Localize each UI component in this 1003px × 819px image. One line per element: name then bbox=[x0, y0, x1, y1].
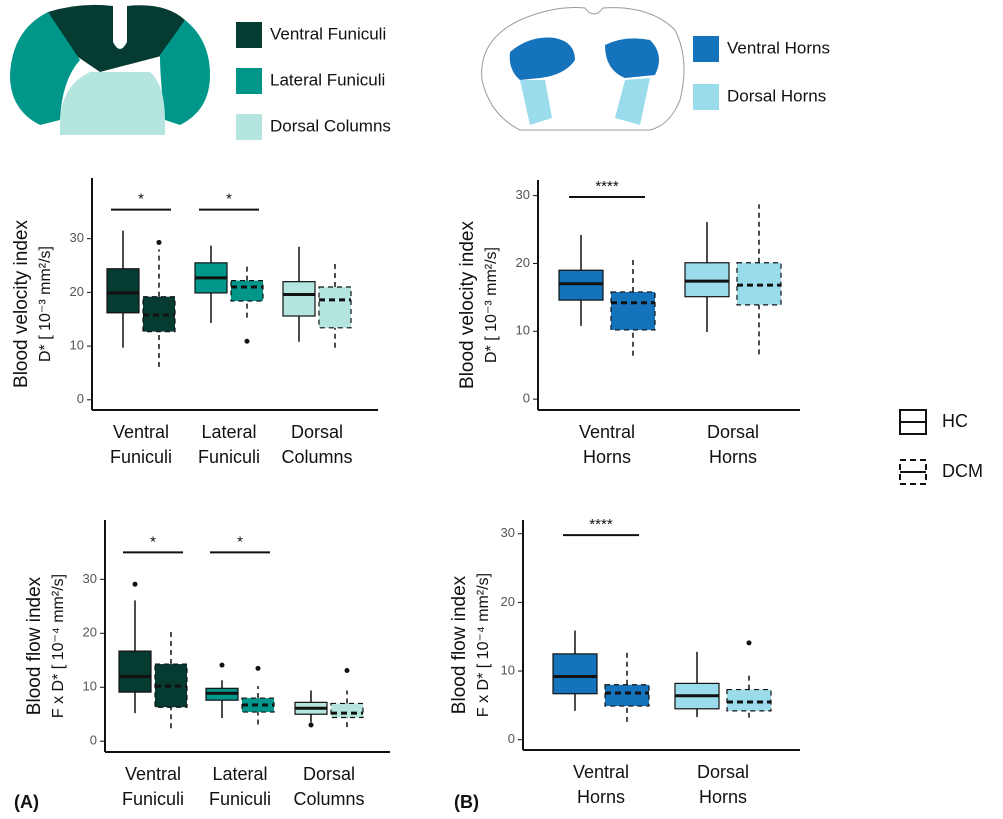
box bbox=[610, 291, 656, 331]
significance-label: * bbox=[237, 533, 243, 550]
significance-label: * bbox=[150, 533, 156, 550]
panel-label: (A) bbox=[14, 792, 39, 812]
x-tick-label: Ventral Horns bbox=[573, 762, 629, 807]
box bbox=[726, 688, 772, 712]
outlier bbox=[308, 722, 314, 728]
y-axis-label: Blood velocity index bbox=[11, 220, 32, 388]
legend-label: DCM bbox=[942, 461, 983, 481]
y-axis-label: D* [ 10⁻³ mm²/s] bbox=[483, 247, 500, 363]
outlier bbox=[219, 662, 225, 668]
box bbox=[330, 702, 364, 719]
box bbox=[230, 279, 264, 302]
y-tick-label: 0 bbox=[90, 733, 97, 748]
x-tick-label: Ventral Funiculi bbox=[110, 422, 172, 467]
y-tick-label: 0 bbox=[523, 391, 530, 406]
x-tick-label: Dorsal Horns bbox=[697, 762, 749, 807]
significance-label: **** bbox=[589, 516, 613, 533]
legend-swatch bbox=[236, 22, 262, 48]
outlier bbox=[156, 239, 162, 245]
y-tick-label: 20 bbox=[83, 625, 97, 640]
legend-label: Dorsal Horns bbox=[727, 86, 826, 105]
outlier bbox=[746, 640, 752, 646]
y-axis-label: Blood flow index bbox=[449, 575, 470, 714]
significance-label: **** bbox=[595, 178, 619, 195]
y-tick-label: 10 bbox=[516, 323, 530, 338]
y-tick-label: 20 bbox=[516, 255, 530, 270]
box bbox=[106, 268, 140, 314]
x-tick-label: Dorsal Columns bbox=[281, 422, 352, 467]
outlier bbox=[255, 665, 261, 671]
y-tick-label: 10 bbox=[70, 338, 84, 353]
outlier bbox=[244, 338, 250, 344]
x-tick-label: Lateral Funiculi bbox=[209, 764, 271, 809]
legend-label: Ventral Horns bbox=[727, 38, 830, 57]
y-tick-label: 0 bbox=[508, 731, 515, 746]
y-tick-label: 30 bbox=[516, 187, 530, 202]
legend-swatch bbox=[693, 84, 719, 110]
x-tick-label: Dorsal Horns bbox=[707, 422, 759, 467]
legend-swatch bbox=[236, 114, 262, 140]
legend-label: Lateral Funiculi bbox=[270, 70, 385, 89]
significance-label: * bbox=[226, 191, 232, 208]
y-tick-label: 0 bbox=[77, 391, 84, 406]
x-tick-label: Lateral Funiculi bbox=[198, 422, 260, 467]
y-axis-label: D* [ 10⁻³ mm²/s] bbox=[37, 246, 54, 362]
box bbox=[736, 262, 782, 306]
x-tick-label: Ventral Funiculi bbox=[122, 764, 184, 809]
box bbox=[552, 653, 598, 695]
y-axis-label: F x D* [ 10⁻⁴ mm²/s] bbox=[475, 573, 492, 717]
legend-swatch bbox=[236, 68, 262, 94]
y-tick-label: 30 bbox=[501, 525, 515, 540]
significance-label: * bbox=[138, 191, 144, 208]
box bbox=[282, 281, 316, 317]
y-axis-label: F x D* [ 10⁻⁴ mm²/s] bbox=[50, 574, 67, 718]
outlier bbox=[132, 581, 138, 587]
y-tick-label: 20 bbox=[70, 284, 84, 299]
box bbox=[318, 286, 352, 329]
outlier bbox=[344, 668, 350, 674]
x-tick-label: Ventral Horns bbox=[579, 422, 635, 467]
box bbox=[604, 684, 650, 707]
y-axis-label: Blood velocity index bbox=[457, 221, 478, 389]
spinal-cord-diagram-a bbox=[10, 4, 210, 135]
legend-label: Ventral Funiculi bbox=[270, 24, 386, 43]
y-tick-label: 10 bbox=[83, 679, 97, 694]
x-tick-label: Dorsal Columns bbox=[293, 764, 364, 809]
box bbox=[118, 650, 152, 693]
legend-label: HC bbox=[942, 411, 968, 431]
spinal-cord-diagram-b bbox=[481, 7, 685, 131]
legend-label: Dorsal Columns bbox=[270, 116, 391, 135]
y-tick-label: 30 bbox=[83, 571, 97, 586]
panel-label: (B) bbox=[454, 792, 479, 812]
y-tick-label: 20 bbox=[501, 594, 515, 609]
y-axis-label: Blood flow index bbox=[24, 576, 45, 715]
y-tick-label: 10 bbox=[501, 662, 515, 677]
y-tick-label: 30 bbox=[70, 230, 84, 245]
legend-swatch bbox=[693, 36, 719, 62]
